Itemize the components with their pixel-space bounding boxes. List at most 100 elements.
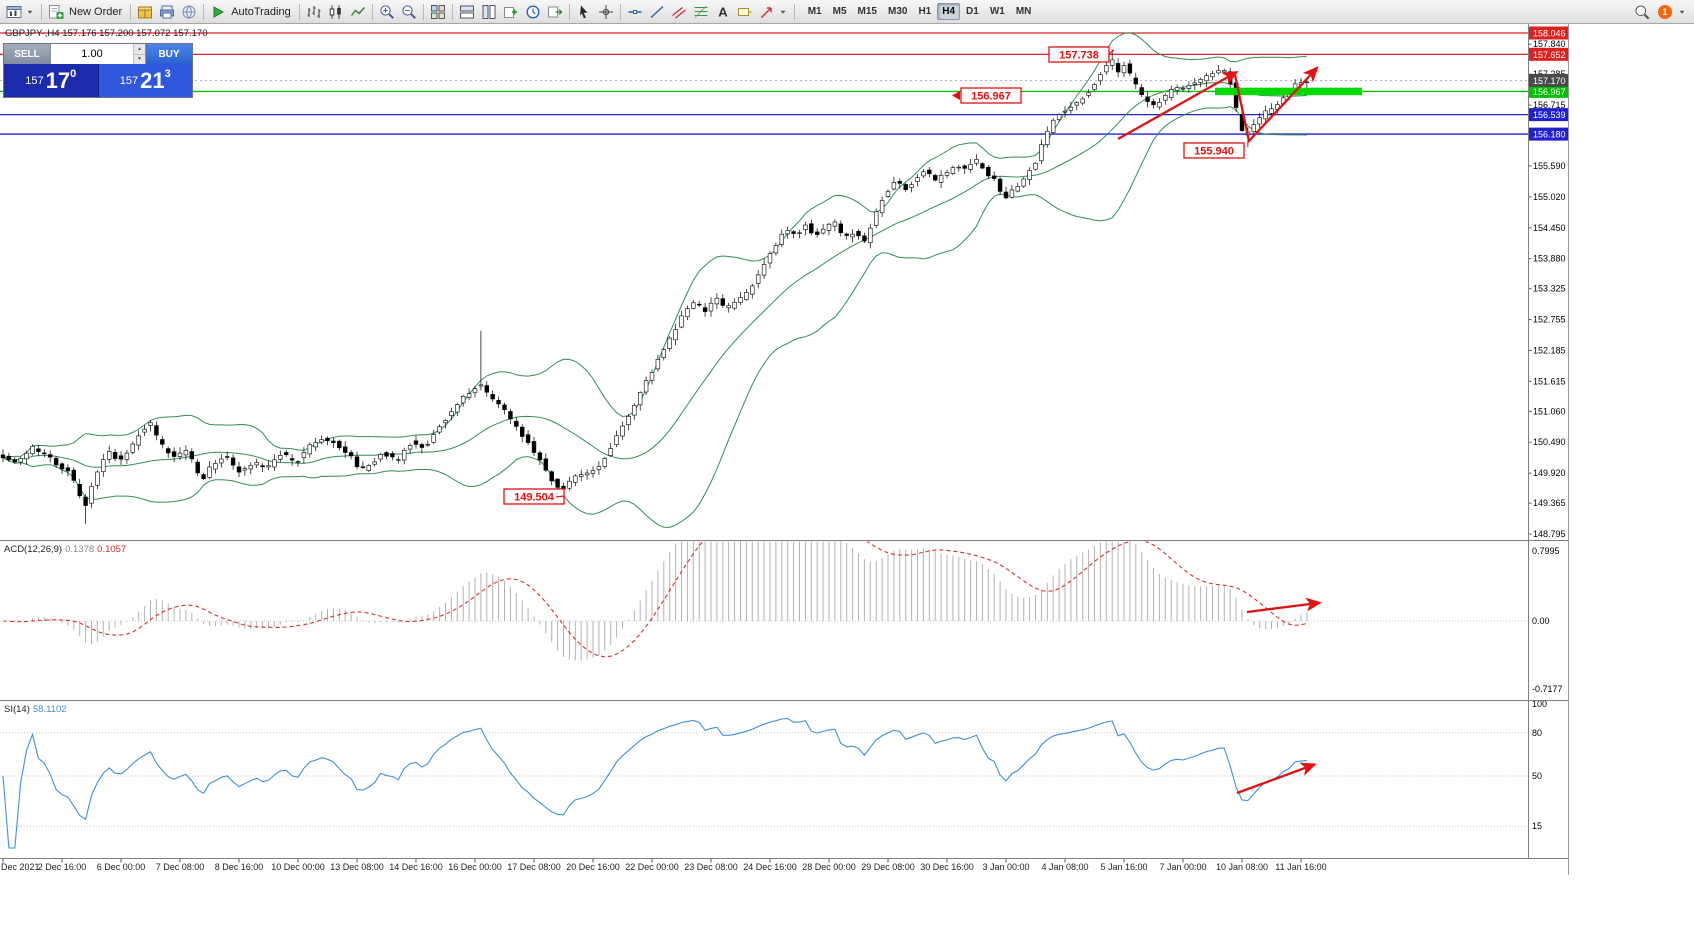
price-annotation[interactable]: 157.738	[1048, 46, 1115, 63]
toolbar-separator	[41, 3, 42, 20]
shift-icon	[547, 6, 563, 17]
macd-histogram	[8, 541, 1308, 661]
new-order-icon	[49, 4, 64, 19]
time-label: 8 Dec 16:00	[215, 862, 264, 872]
price-line-label: 156.967	[1533, 87, 1566, 97]
buy-button[interactable]: BUY	[146, 44, 192, 64]
time-label: 7 Dec 08:00	[156, 862, 205, 872]
price-annotation[interactable]: 155.940	[1183, 142, 1245, 159]
shapes-button[interactable]	[756, 2, 791, 22]
codebase-button[interactable]	[156, 2, 178, 22]
price-scale[interactable]: 157.840157.285156.715155.590155.020154.4…	[1528, 26, 1568, 832]
search-button[interactable]	[1631, 2, 1653, 22]
volume-increase-button[interactable]: ▲	[134, 44, 145, 55]
timeframe-h4[interactable]: H4	[937, 3, 961, 20]
price-tick-label: 155.590	[1533, 161, 1566, 171]
new-chart-button[interactable]	[500, 2, 522, 22]
tile-windows-button[interactable]	[427, 2, 449, 22]
sell-price[interactable]: 157 17 0	[4, 64, 99, 97]
timeframe-mn[interactable]: MN	[1015, 6, 1032, 17]
community-icon	[182, 5, 196, 18]
sell-button[interactable]: SELL	[4, 44, 50, 64]
toolbar-separator	[568, 3, 570, 20]
volume-decrease-button[interactable]: ▼	[134, 54, 145, 64]
zoom-in-icon	[380, 4, 394, 19]
price-annotation[interactable]: 156.967	[952, 87, 1022, 104]
time-label: 11 Jan 16:00	[1275, 862, 1326, 872]
candles	[0, 49, 1310, 524]
support-zone[interactable]	[1215, 87, 1362, 96]
toolbar-right: 1	[1631, 2, 1691, 22]
timeframe-m15[interactable]: M15	[857, 6, 877, 17]
trend-arrow[interactable]	[1236, 762, 1317, 795]
trend-arrow[interactable]	[1233, 66, 1319, 144]
auto-scroll-button[interactable]	[522, 2, 544, 22]
volume-input[interactable]	[51, 44, 133, 64]
zoom-out-button[interactable]	[398, 2, 420, 22]
price-tick-label: 156.715	[1533, 100, 1566, 110]
main-chart-panel[interactable]: 157.738 156.967 155.940 149.504	[0, 32, 1528, 528]
text-button[interactable]: A	[712, 2, 734, 22]
spin-up-icon: ▲	[137, 45, 142, 52]
label-button[interactable]	[734, 2, 756, 22]
timeframe-w1[interactable]: W1	[989, 6, 1005, 17]
trend-arrow[interactable]	[1246, 597, 1322, 614]
hline-icon	[628, 9, 642, 14]
timeframe-d1[interactable]: D1	[966, 6, 979, 17]
timeframe-m5[interactable]: M5	[832, 6, 847, 17]
caret-icon	[27, 10, 33, 14]
price-tick-label: 153.880	[1533, 254, 1566, 264]
arrange-vertical-button[interactable]	[478, 2, 500, 22]
arrange-horizontal-button[interactable]	[456, 2, 478, 22]
svg-text:155.940: 155.940	[1194, 146, 1234, 158]
buy-price[interactable]: 157 21 3	[98, 64, 192, 97]
toolbar-separator	[451, 3, 453, 20]
caret-icon	[780, 10, 786, 14]
channel-button[interactable]	[668, 2, 690, 22]
volume-spinner: ▲ ▼	[133, 44, 145, 64]
macd-panel[interactable]	[0, 516, 1528, 661]
cursor-button[interactable]	[573, 2, 595, 22]
fibonacci-button[interactable]	[690, 2, 712, 22]
macd-value-1: 0.1378	[65, 544, 95, 555]
price-tick-label: 151.615	[1533, 376, 1566, 386]
svg-text:156.967: 156.967	[971, 91, 1011, 103]
candlestick-chart-button[interactable]	[325, 2, 347, 22]
trend-arrow[interactable]	[1117, 71, 1239, 141]
metaeditor-button[interactable]	[134, 2, 156, 22]
time-label: 28 Dec 00:00	[802, 862, 856, 872]
trendline-button[interactable]	[646, 2, 668, 22]
rsi-panel[interactable]	[0, 717, 1528, 849]
macd-axis-label: 0.00	[1532, 616, 1550, 626]
chart-title: GBPJPY-,H4 157.176 157.200 157.072 157.1…	[5, 28, 208, 39]
chart-window-menu-button[interactable]	[3, 2, 38, 22]
price-annotation[interactable]: 149.504	[503, 488, 565, 505]
chart-shift-button[interactable]	[544, 2, 566, 22]
rsi-axis-label: 50	[1532, 771, 1542, 781]
crosshair-button[interactable]	[595, 2, 617, 22]
toolbar-overflow-caret[interactable]	[1677, 4, 1687, 20]
horizontal-line-button[interactable]	[624, 2, 646, 22]
zoom-in-button[interactable]	[376, 2, 398, 22]
new-order-button[interactable]: New Order	[45, 2, 127, 22]
time-label: 6 Dec 00:00	[97, 862, 146, 872]
buy-price-sup: 3	[164, 67, 171, 80]
spin-down-icon: ▼	[137, 56, 142, 63]
notification-badge[interactable]: 1	[1658, 4, 1672, 19]
timeframe-h1[interactable]: H1	[918, 6, 932, 17]
time-label: 2 Dec 16:00	[38, 862, 87, 872]
timeframe-m1[interactable]: M1	[807, 6, 822, 17]
time-label: 4 Jan 08:00	[1041, 862, 1088, 872]
toolbar: New Order AutoTrading A M1 M5 M15 M30 H1 H4 D1 W1…	[0, 0, 1694, 24]
line-chart-button[interactable]	[347, 2, 369, 22]
community-button[interactable]	[178, 2, 200, 22]
toolbar-separator	[203, 3, 205, 20]
bar-chart-button[interactable]	[303, 2, 325, 22]
autotrading-button[interactable]: AutoTrading	[207, 2, 296, 22]
timeframe-m30[interactable]: M30	[887, 6, 908, 17]
rsi-axis-label: 100	[1532, 699, 1547, 709]
zoom-out-icon	[402, 4, 416, 19]
